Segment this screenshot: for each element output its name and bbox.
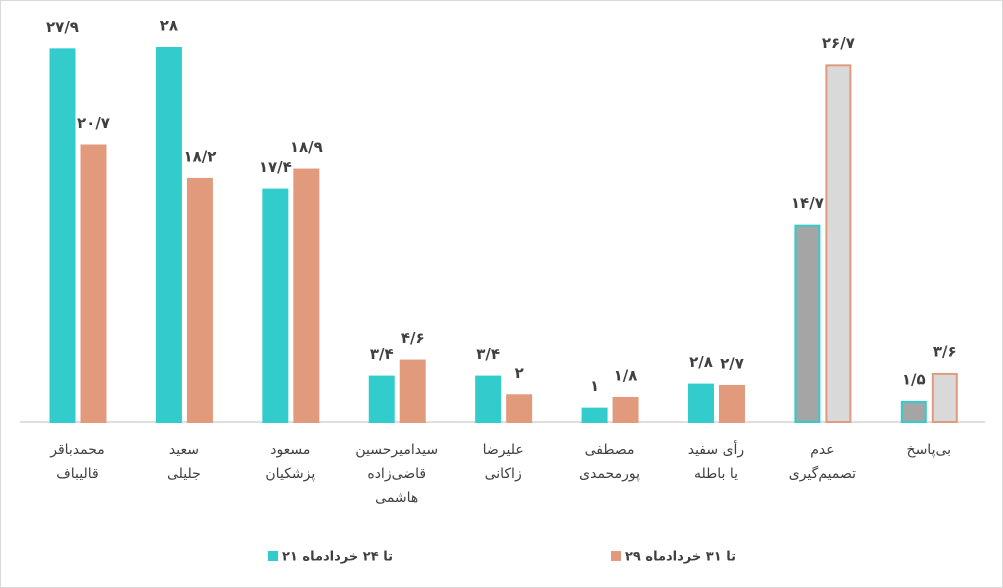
bar: [612, 396, 639, 424]
x-tick-label: محمدباقر: [49, 442, 105, 458]
bar: [262, 188, 289, 423]
x-tick-label: پورمحمدی: [579, 466, 640, 482]
x-tick-label: یا باطله: [694, 466, 738, 482]
data-label: ۱/۵: [902, 370, 926, 388]
data-label: ۲۷/۹: [46, 18, 79, 36]
data-label: ۱: [590, 377, 599, 395]
bar: [900, 400, 927, 424]
legend-swatch: [611, 551, 621, 561]
x-tick-label: هاشمی: [375, 490, 418, 506]
legend-swatch: [268, 551, 278, 561]
bar: [155, 47, 182, 423]
data-label: ۴/۶: [401, 329, 425, 347]
data-label: ۲/۸: [689, 353, 713, 371]
x-tick-label: بی‌پاسخ: [907, 442, 952, 458]
x-tick-label: زاکانی: [485, 466, 522, 482]
x-tick-label: سعید: [169, 442, 199, 458]
data-label: ۳/۴: [370, 345, 394, 363]
x-tick-label: جلیلی: [167, 466, 201, 482]
bar: [293, 168, 320, 423]
bar: [931, 372, 958, 423]
data-label: ۳/۶: [933, 342, 957, 360]
bar: [399, 359, 426, 423]
x-tick-label: قالیباف: [56, 466, 98, 482]
bar: [475, 375, 502, 424]
data-label: ۱۷/۴: [259, 158, 292, 176]
x-tick-label: تصمیم‌گیری: [789, 465, 856, 482]
x-tick-label: پزشکیان: [265, 466, 315, 482]
bar: [794, 224, 821, 423]
bar: [581, 407, 608, 423]
data-label: ۲: [515, 364, 524, 382]
data-label: ۱۸/۹: [290, 138, 323, 156]
data-label: ۱۸/۲: [183, 147, 216, 165]
x-tick-label: سیدامیرحسین: [355, 442, 438, 458]
bar: [718, 384, 745, 423]
bar: [506, 394, 533, 423]
x-tick-label: قاضی‌زاده: [367, 466, 426, 482]
bar: [825, 64, 852, 423]
data-label: ۳/۴: [476, 345, 500, 363]
x-tick-label: مسعود: [270, 442, 310, 458]
bar: [49, 48, 76, 423]
x-tick-label: عدم: [810, 442, 834, 458]
data-label: ۱۴/۷: [791, 194, 824, 212]
data-label: ۲/۷: [720, 354, 744, 372]
data-label: ۲۶/۷: [822, 34, 855, 52]
data-label: ۲۸: [160, 17, 178, 35]
legend-label: ۲۱ تا ۲۴ خردادماه: [282, 550, 393, 565]
bar: [80, 144, 107, 423]
x-tick-label: مصطفی: [585, 442, 635, 458]
data-label: ۲۰/۷: [77, 114, 110, 132]
bar: [368, 375, 395, 424]
data-label: ۱/۸: [614, 366, 638, 384]
x-tick-label: علیرضا: [483, 442, 524, 458]
x-tick-label: رأی سفید: [688, 440, 744, 458]
bar: [687, 383, 714, 424]
bar: [186, 177, 213, 423]
legend-label: ۲۹ تا ۳۱ خردادماه: [625, 550, 736, 565]
